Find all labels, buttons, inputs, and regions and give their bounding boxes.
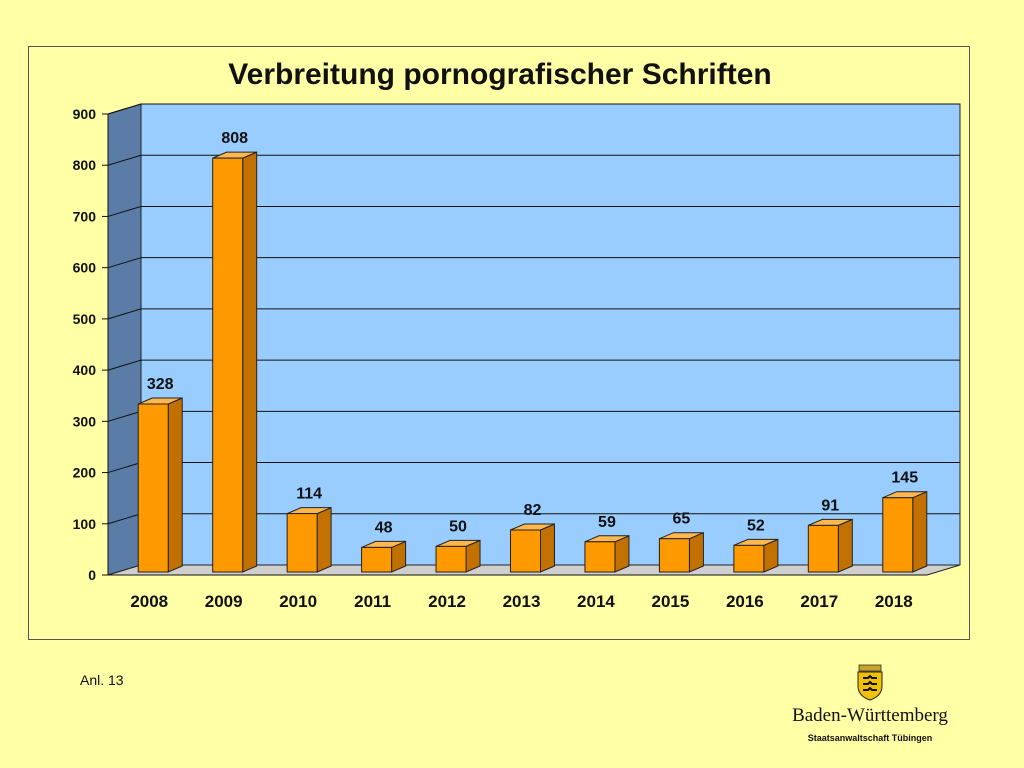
y-tick-label: 0: [88, 567, 96, 583]
data-label: 91: [821, 497, 839, 514]
bar: [137, 403, 169, 573]
gridline-side: [107, 154, 142, 166]
data-label: 145: [891, 470, 918, 487]
data-label: 50: [449, 518, 467, 535]
gridline-side: [107, 103, 142, 115]
bar: [882, 497, 914, 573]
y-tick-label: 400: [73, 362, 97, 378]
bar: [807, 524, 839, 573]
gridline-side: [107, 462, 142, 474]
x-tick-label: 2012: [428, 592, 466, 611]
gridline-side: [107, 359, 142, 371]
footer-note: Anl. 13: [80, 672, 124, 688]
data-label: 52: [747, 517, 765, 534]
x-tick-label: 2009: [205, 592, 243, 611]
coat-of-arms-icon: [857, 664, 883, 701]
y-tick-label: 600: [73, 260, 97, 276]
y-tick-label: 200: [73, 465, 97, 481]
plot-back-wall: [140, 103, 961, 566]
bar-side: [167, 397, 183, 573]
data-label: 114: [296, 486, 322, 503]
y-tick-label: 100: [73, 516, 97, 532]
bar: [435, 545, 467, 573]
bar: [510, 529, 541, 573]
data-label: 65: [673, 511, 691, 528]
brand-name: Baden-Württemberg: [792, 705, 948, 726]
bar: [584, 541, 616, 573]
gridline-side: [107, 205, 142, 217]
bar-side: [912, 490, 928, 573]
data-label: 48: [375, 519, 393, 536]
x-tick-label: 2017: [800, 592, 838, 611]
y-tick-label: 900: [73, 106, 97, 122]
y-tick-label: 700: [73, 208, 97, 224]
x-tick-label: 2018: [875, 592, 913, 611]
x-tick-label: 2015: [651, 592, 689, 611]
data-label: 82: [524, 502, 542, 519]
data-label: 328: [147, 376, 174, 393]
bar-side: [316, 506, 332, 573]
gridline-side: [107, 308, 142, 320]
plot-side-wall: [107, 103, 142, 576]
bar-side: [837, 518, 853, 573]
bar: [361, 546, 393, 573]
x-tick-label: 2010: [279, 592, 317, 611]
bar-side: [688, 531, 704, 573]
gridline-side: [107, 513, 142, 525]
bar: [212, 157, 244, 573]
x-tick-label: 2008: [130, 592, 168, 611]
gridline-side: [107, 257, 142, 269]
gridline-side: [107, 410, 142, 422]
bar: [658, 538, 690, 573]
bar-side: [540, 523, 555, 573]
y-tick-label: 800: [73, 157, 97, 173]
data-label: 808: [221, 130, 248, 147]
data-label: 59: [598, 514, 616, 531]
bar-side: [242, 151, 258, 573]
y-tick-label: 500: [73, 311, 97, 327]
brand-office: Staatsanwaltschaft Tübingen: [807, 733, 933, 743]
bar: [286, 513, 318, 573]
x-tick-label: 2016: [726, 592, 764, 611]
chart-title: Verbreitung pornografischer Schriften: [228, 58, 772, 91]
x-tick-label: 2011: [354, 592, 391, 611]
bar: [733, 544, 765, 573]
y-tick-label: 300: [73, 413, 97, 429]
x-tick-label: 2013: [503, 592, 541, 611]
x-tick-label: 2014: [577, 592, 615, 611]
